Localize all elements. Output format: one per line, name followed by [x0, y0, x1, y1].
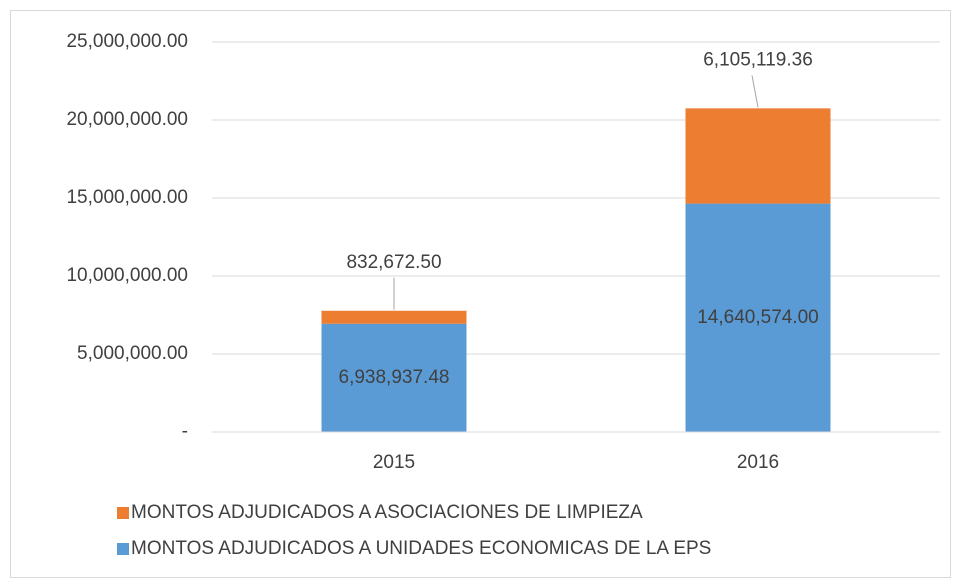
legend-swatch	[117, 543, 129, 555]
bar-segment	[685, 203, 831, 432]
bar-segment	[321, 310, 467, 324]
data-label: 14,640,574.00	[697, 307, 819, 328]
legend-label: MONTOS ADJUDICADOS A ASOCIACIONES DE LIM…	[131, 502, 643, 523]
x-tick-label: 2015	[373, 452, 415, 473]
data-label: 6,938,937.48	[339, 367, 450, 388]
x-tick-label: 2016	[737, 452, 779, 473]
y-tick-label: 5,000,000.00	[77, 343, 188, 364]
y-tick-label: 20,000,000.00	[66, 109, 188, 130]
y-tick-label: -	[182, 421, 188, 442]
legend-swatch	[117, 507, 129, 519]
legend-label: MONTOS ADJUDICADOS A UNIDADES ECONOMICAS…	[131, 538, 711, 559]
y-tick-label: 15,000,000.00	[66, 187, 188, 208]
y-tick-label: 10,000,000.00	[66, 265, 188, 286]
leader-line	[751, 75, 759, 108]
y-tick-label: 25,000,000.00	[66, 31, 188, 52]
chart-frame	[10, 10, 951, 578]
bar-segment	[685, 108, 831, 204]
data-label: 6,105,119.36	[703, 49, 813, 70]
data-label: 832,672.50	[346, 252, 441, 273]
bar-segment	[321, 323, 467, 432]
